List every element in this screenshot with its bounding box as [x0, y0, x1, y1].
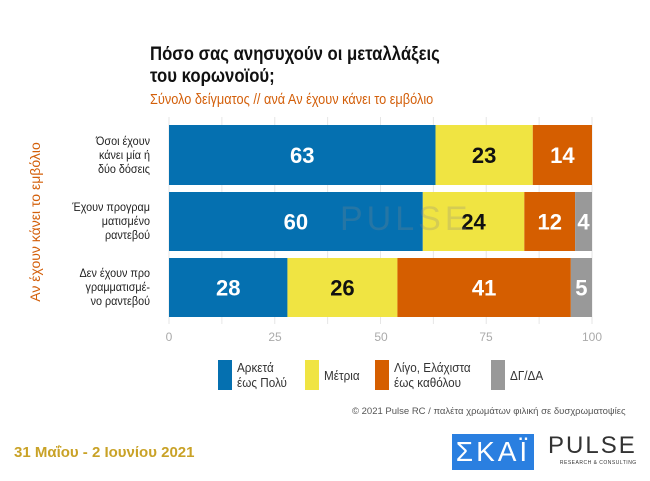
- title-line-1: Πόσο σας ανησυχούν οι μεταλλάξεις: [150, 44, 440, 65]
- bar-segment: [169, 192, 423, 251]
- data-label: 63: [290, 143, 314, 168]
- data-label: 14: [550, 143, 575, 168]
- copyright: © 2021 Pulse RC / παλέτα χρωμάτων φιλική…: [352, 406, 626, 417]
- pulse-logo-text: PULSE: [548, 432, 637, 459]
- data-label: 12: [537, 210, 561, 235]
- legend: Αρκετά έως Πολύ Μέτρια Λίγο, Ελάχιστα έω…: [218, 360, 553, 390]
- data-label: 26: [330, 276, 354, 301]
- bar-segment: [287, 258, 398, 317]
- watermark: PULSE: [340, 200, 472, 238]
- cat-line: κάνει μία ή: [98, 148, 150, 162]
- data-label: 60: [284, 210, 308, 235]
- bar-segment: [397, 258, 571, 317]
- legend-item: Μέτρια: [304, 360, 364, 390]
- category-label: Έχουν προγραμ ματισμένο ραντεβού: [60, 200, 150, 242]
- legend-swatch: [218, 360, 232, 390]
- bar-segment: [524, 192, 576, 251]
- bar-segment: [169, 258, 288, 317]
- data-label: 24: [461, 210, 486, 235]
- x-tick-label: 0: [165, 330, 173, 344]
- cat-line: Όσοι έχουν: [96, 134, 150, 148]
- survey-date: 31 Μαΐου - 2 Ιουνίου 2021: [14, 444, 195, 461]
- x-tick-label: 25: [268, 330, 282, 344]
- category-label: Όσοι έχουν κάνει μία ή δύο δόσεις: [60, 134, 150, 176]
- category-label: Δεν έχουν προ γραμματισμέ-νο ραντεβού: [60, 266, 150, 308]
- legend-swatch: [375, 360, 390, 390]
- legend-item: Λίγο, Ελάχιστα έως καθόλου: [375, 360, 479, 390]
- chart-subtitle: Σύνολο δείγματος // ανά Αν έχουν κάνει τ…: [150, 92, 434, 108]
- pulse-logo: PULSE RESEARCH & CONSULTING: [548, 432, 637, 466]
- chart-title: Πόσο σας ανησυχούν οι μεταλλάξεις του κορ…: [150, 44, 440, 88]
- cat-line: δύο δόσεις: [97, 162, 150, 176]
- legend-swatch: [304, 360, 319, 390]
- bar-segment: [422, 192, 525, 251]
- x-tick-label: 100: [581, 330, 603, 344]
- bar-segment: [169, 125, 436, 185]
- data-label: 4: [577, 210, 590, 235]
- x-tick-label: 75: [479, 330, 493, 344]
- legend-label: Αρκετά έως Πολύ: [237, 360, 287, 390]
- bar-segment: [532, 125, 592, 185]
- bar-segment: [570, 258, 592, 317]
- data-label: 28: [216, 276, 240, 301]
- x-tick-label: 50: [374, 330, 388, 344]
- cat-line: ματισμένο: [101, 214, 150, 228]
- skai-logo: ΣΚΑΪ: [452, 434, 534, 470]
- cat-line: νο ραντεβού: [90, 294, 150, 308]
- data-label: 5: [575, 276, 587, 301]
- bar-segment: [435, 125, 533, 185]
- legend-label: Λίγο, Ελάχιστα έως καθόλου: [394, 360, 471, 390]
- data-label: 41: [472, 276, 496, 301]
- legend-label: Μέτρια: [323, 367, 360, 383]
- cat-line: Έχουν προγραμ: [72, 200, 150, 214]
- title-line-2: του κορωνοϊού;: [150, 66, 275, 87]
- legend-item: ΔΓ/ΔΑ: [491, 360, 547, 390]
- legend-item: Αρκετά έως Πολύ: [218, 360, 293, 390]
- legend-swatch: [491, 360, 506, 390]
- cat-line: Δεν έχουν προ: [79, 266, 150, 280]
- pulse-logo-tagline: RESEARCH & CONSULTING: [559, 460, 637, 466]
- cat-line: ραντεβού: [105, 228, 150, 242]
- cat-line: γραμματισμέ-: [85, 280, 150, 294]
- data-label: 23: [472, 143, 496, 168]
- bar-segment: [575, 192, 592, 251]
- legend-label: ΔΓ/ΔΑ: [510, 367, 544, 383]
